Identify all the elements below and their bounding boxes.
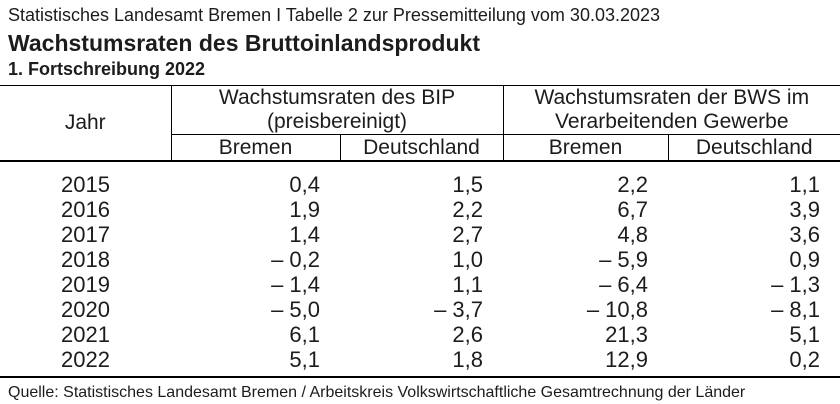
- value-cell: – 0,2: [171, 247, 340, 272]
- table-row: 2016 1,9 2,2 6,7 3,9: [0, 197, 840, 222]
- col-header-bws-bremen: Bremen: [503, 135, 668, 162]
- value-cell: – 8,1: [668, 297, 840, 322]
- year-cell: 2019: [0, 272, 171, 297]
- year-cell: 2020: [0, 297, 171, 322]
- value-cell: 1,9: [171, 197, 340, 222]
- table-row: 2019 – 1,4 1,1 – 6,4 – 1,3: [0, 272, 840, 297]
- doc-header-line: Statistisches Landesamt Bremen I Tabelle…: [8, 4, 840, 27]
- table-body: 2015 0,4 1,5 2,2 1,1 2016 1,9 2,2 6,7 3,…: [0, 161, 840, 377]
- table-row: 2022 5,1 1,8 12,9 0,2: [0, 347, 840, 377]
- value-cell: – 3,7: [340, 297, 503, 322]
- value-cell: 0,9: [668, 247, 840, 272]
- value-cell: 3,9: [668, 197, 840, 222]
- value-cell: 2,2: [340, 197, 503, 222]
- value-cell: 1,4: [171, 222, 340, 247]
- value-cell: 6,1: [171, 322, 340, 347]
- value-cell: 21,3: [503, 322, 668, 347]
- value-cell: – 5,9: [503, 247, 668, 272]
- year-cell: 2021: [0, 322, 171, 347]
- table-row: 2020 – 5,0 – 3,7 – 10,8 – 8,1: [0, 297, 840, 322]
- group-header-bip: Wachstumsraten des BIP (preisbereinigt): [171, 86, 503, 135]
- col-header-bip-deutschland: Deutschland: [340, 135, 503, 162]
- value-cell: 2,7: [340, 222, 503, 247]
- value-cell: – 1,4: [171, 272, 340, 297]
- value-cell: 5,1: [668, 322, 840, 347]
- value-cell: 0,2: [668, 347, 840, 377]
- source-line: Quelle: Statistisches Landesamt Bremen /…: [8, 383, 840, 403]
- value-cell: 2,6: [340, 322, 503, 347]
- table-row: 2018 – 0,2 1,0 – 5,9 0,9: [0, 247, 840, 272]
- value-cell: 2,2: [503, 161, 668, 197]
- value-cell: – 6,4: [503, 272, 668, 297]
- table-row: 2015 0,4 1,5 2,2 1,1: [0, 161, 840, 197]
- value-cell: 1,0: [340, 247, 503, 272]
- group-header-bws-line2: Verarbeitenden Gewerbe: [504, 110, 840, 134]
- value-cell: 12,9: [503, 347, 668, 377]
- group-header-bws-line1: Wachstumsraten der BWS im: [504, 86, 840, 110]
- year-cell: 2017: [0, 222, 171, 247]
- year-cell: 2016: [0, 197, 171, 222]
- table-header: Jahr Wachstumsraten des BIP (preisberein…: [0, 86, 840, 162]
- year-cell: 2015: [0, 161, 171, 197]
- value-cell: – 10,8: [503, 297, 668, 322]
- group-header-bip-line2: (preisbereinigt): [172, 110, 503, 134]
- value-cell: 5,1: [171, 347, 340, 377]
- year-cell: 2018: [0, 247, 171, 272]
- value-cell: – 1,3: [668, 272, 840, 297]
- group-header-bip-line1: Wachstumsraten des BIP: [172, 86, 503, 110]
- col-header-bws-deutschland: Deutschland: [668, 135, 840, 162]
- value-cell: 6,7: [503, 197, 668, 222]
- data-table: Jahr Wachstumsraten des BIP (preisberein…: [0, 85, 840, 378]
- value-cell: 1,1: [668, 161, 840, 197]
- table-row: 2021 6,1 2,6 21,3 5,1: [0, 322, 840, 347]
- group-header-row: Jahr Wachstumsraten des BIP (preisberein…: [0, 86, 840, 135]
- group-header-bws: Wachstumsraten der BWS im Verarbeitenden…: [503, 86, 840, 135]
- value-cell: 3,6: [668, 222, 840, 247]
- page-title: Wachstumsraten des Bruttoinlandsprodukt: [8, 29, 840, 58]
- press-release-table-page: Statistisches Landesamt Bremen I Tabelle…: [0, 4, 840, 403]
- value-cell: 1,5: [340, 161, 503, 197]
- col-header-bip-bremen: Bremen: [171, 135, 340, 162]
- value-cell: 1,1: [340, 272, 503, 297]
- value-cell: 1,8: [340, 347, 503, 377]
- value-cell: 4,8: [503, 222, 668, 247]
- page-subtitle: 1. Fortschreibung 2022: [8, 59, 840, 80]
- year-cell: 2022: [0, 347, 171, 377]
- col-header-jahr: Jahr: [0, 86, 171, 162]
- table-row: 2017 1,4 2,7 4,8 3,6: [0, 222, 840, 247]
- value-cell: – 5,0: [171, 297, 340, 322]
- value-cell: 0,4: [171, 161, 340, 197]
